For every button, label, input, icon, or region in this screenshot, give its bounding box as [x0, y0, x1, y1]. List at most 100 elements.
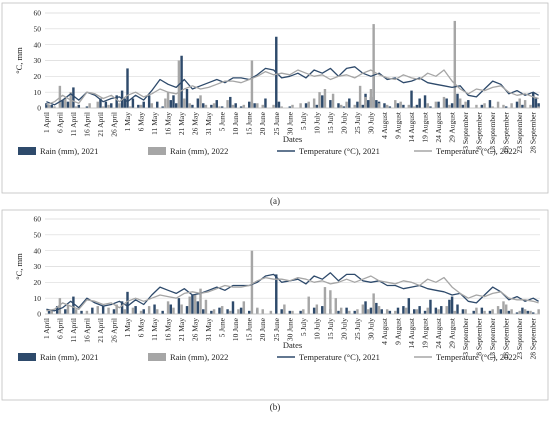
bar-rain2021: [429, 106, 432, 108]
bar-rain2022: [101, 106, 105, 108]
bar-rain2021: [80, 310, 83, 314]
bar-rain2021: [521, 307, 524, 314]
bar-rain2022: [96, 101, 99, 108]
bar-rain2021: [239, 307, 243, 314]
bar-rain2021: [288, 310, 292, 314]
bar-rain2022: [256, 307, 259, 314]
bar-rain2022: [445, 306, 448, 314]
y-axis-label: °C, mm: [14, 47, 24, 74]
y-tick-label: 30: [34, 262, 42, 271]
x-tick-label: 29 August: [448, 317, 457, 349]
bar-rain2021: [515, 101, 519, 108]
bar-rain2022: [204, 104, 208, 108]
bar-rain2021: [131, 98, 135, 108]
bar-rain2022: [139, 104, 143, 108]
bar-rain2021: [134, 306, 137, 314]
bar-rain2022: [491, 309, 494, 314]
bar-rain2022: [156, 309, 159, 314]
bar-rain2021: [337, 310, 340, 314]
bar-rain2021: [64, 309, 67, 314]
bar-rain2021: [480, 104, 484, 108]
bar-rain2022: [250, 250, 254, 314]
legend-label: Temperature (°C), 2022: [436, 352, 517, 362]
bar-rain2021: [91, 307, 94, 314]
x-tick-label: 20 June: [258, 111, 267, 135]
y-tick-label: 10: [34, 88, 42, 97]
x-tick-label: 21 May: [177, 112, 186, 135]
bar-rain2021: [220, 106, 224, 108]
bar-rain2021: [147, 95, 151, 108]
bar-rain2022: [453, 310, 457, 314]
bar-rain2022: [85, 310, 89, 314]
bar-rain2021: [450, 103, 454, 108]
y-tick-label: 10: [34, 294, 42, 303]
bar-rain2022: [212, 103, 216, 108]
bar-rain2022: [261, 309, 264, 314]
y-tick-label: 0: [37, 310, 41, 319]
x-tick-label: 21 April: [96, 112, 105, 137]
bar-rain2022: [150, 103, 154, 108]
bar-rain2022: [399, 101, 402, 108]
bar-rain2022: [58, 298, 62, 314]
bar-rain2021: [196, 98, 200, 108]
bar-rain2021: [161, 106, 164, 108]
x-tick-label: 4 August: [380, 317, 389, 345]
bar-rain2022: [188, 296, 191, 314]
bar-rain2021: [337, 103, 340, 108]
bar-rain2022: [407, 104, 411, 108]
bar-rain2021: [534, 98, 538, 108]
bar-rain2021: [172, 95, 175, 108]
bar-rain2021: [288, 106, 292, 108]
bar-rain2021: [361, 104, 365, 108]
bar-rain2022: [437, 309, 440, 314]
bar-rain2022: [426, 103, 429, 108]
bar-rain2021: [61, 100, 64, 108]
legend-label: Rain (mm), 2021: [40, 352, 98, 362]
bar-rain2022: [537, 106, 540, 108]
bar-rain2021: [375, 100, 378, 108]
x-tick-label: 10 July: [312, 318, 321, 340]
bar-rain2021: [383, 103, 386, 108]
x-tick-label: 5 July: [299, 112, 308, 130]
bar-rain2021: [280, 309, 283, 314]
bar-rain2021: [388, 310, 392, 314]
bar-rain2022: [464, 101, 467, 108]
bar-rain2021: [380, 309, 383, 314]
y-tick-label: 50: [34, 24, 42, 33]
x-tick-label: 10 June: [231, 111, 240, 135]
bar-rain2021: [532, 312, 535, 314]
bar-rain2022: [291, 104, 294, 108]
bar-rain2021: [480, 307, 484, 314]
bar-rain2022: [518, 310, 521, 314]
bar-rain2022: [218, 106, 221, 108]
bar-rain2021: [215, 100, 218, 108]
x-tick-label: 30 June: [285, 111, 294, 135]
bar-rain2021: [185, 306, 189, 314]
bar-rain2021: [467, 100, 470, 108]
bar-rain2022: [434, 101, 438, 108]
x-tick-label: 16 April: [82, 112, 91, 137]
x-tick-label: 16 May: [164, 112, 173, 135]
bar-rain2022: [53, 106, 56, 108]
x-tick-label: 5 June: [218, 111, 227, 131]
bar-rain2021: [356, 101, 359, 108]
legend-label: Temperature (°C), 2021: [299, 146, 380, 156]
bar-rain2022: [229, 310, 232, 314]
bar-rain2021: [304, 103, 308, 108]
bar-rain2022: [318, 92, 321, 108]
bar-rain2022: [312, 98, 316, 108]
bar-rain2022: [242, 104, 246, 108]
bar-rain2022: [475, 307, 478, 314]
bar-rain2022: [226, 100, 229, 108]
bar-rain2022: [283, 304, 286, 314]
bar-rain2021: [418, 306, 421, 314]
bar-rain2021: [153, 304, 156, 314]
x-tick-label: 23 September: [515, 112, 524, 154]
legend-swatch: [18, 353, 36, 361]
x-tick-label: 10 July: [312, 112, 321, 134]
x-tick-label: 16 May: [164, 318, 173, 341]
bar-rain2021: [45, 103, 48, 108]
bar-rain2021: [369, 307, 373, 314]
x-tick-label: 18 September: [502, 318, 511, 360]
bar-rain2022: [164, 98, 167, 108]
